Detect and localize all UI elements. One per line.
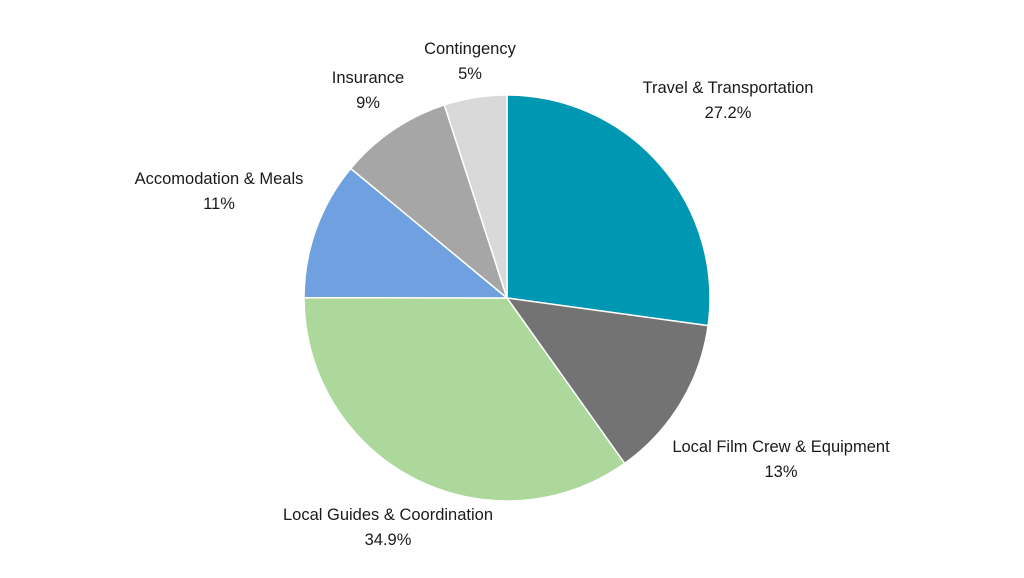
pie-slice (443, 94, 508, 299)
slice-category-label: Accomodation & Meals (135, 170, 304, 188)
slice-category-label: Local Guides & Coordination (283, 506, 493, 524)
slice-category-label: Travel & Transportation (643, 79, 814, 97)
pie-slice (303, 167, 510, 299)
slice-percent-label: 27.2% (705, 104, 752, 122)
pie-slice (349, 103, 509, 301)
pie-slice (505, 297, 709, 465)
slice-percent-label: 9% (356, 94, 380, 112)
slice-percent-label: 13% (764, 463, 797, 481)
slice-category-label: Insurance (332, 69, 404, 87)
slice-category-label: Local Film Crew & Equipment (672, 438, 890, 456)
slice-percent-label: 5% (458, 65, 482, 83)
pie-slice (303, 296, 626, 502)
pie-slice (506, 94, 711, 327)
slice-category-label: Contingency (424, 40, 516, 58)
slice-percent-label: 11% (203, 195, 235, 213)
slice-percent-label: 34.9% (365, 531, 412, 549)
